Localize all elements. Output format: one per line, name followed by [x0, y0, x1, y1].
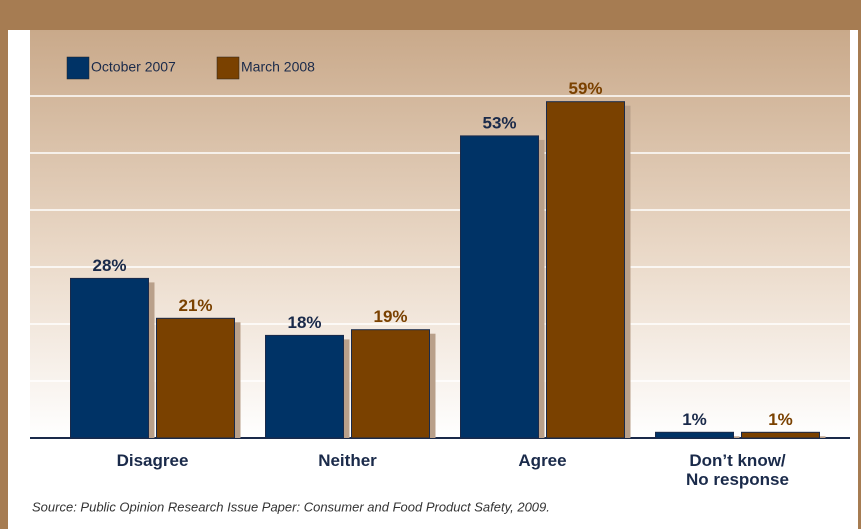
x-tick-label: Disagree: [116, 451, 189, 470]
bar: [741, 431, 820, 439]
value-label: 18%: [287, 313, 321, 332]
x-tick-label: Neither: [318, 451, 377, 470]
bar: [655, 431, 734, 439]
legend-label: October 2007: [91, 59, 176, 75]
bar: [460, 135, 539, 439]
bar: [156, 317, 235, 439]
value-label: 59%: [568, 79, 602, 98]
bar: [70, 277, 149, 439]
legend-label: March 2008: [241, 59, 315, 75]
value-label: 1%: [682, 410, 707, 429]
bar: [265, 334, 344, 439]
value-label: 21%: [178, 296, 212, 315]
legend-swatch: [66, 56, 90, 80]
x-tick-label: Agree: [518, 451, 567, 470]
bar: [351, 329, 430, 439]
legend-swatch: [216, 56, 240, 80]
source: Source: Public Opinion Research Issue Pa…: [32, 499, 550, 514]
value-label: 53%: [482, 113, 516, 132]
value-label: 1%: [768, 410, 793, 429]
value-label: 28%: [92, 256, 126, 275]
bar: [546, 101, 625, 439]
value-label: 19%: [373, 307, 407, 326]
x-tick-label: Don’t know/ No response: [686, 451, 789, 489]
